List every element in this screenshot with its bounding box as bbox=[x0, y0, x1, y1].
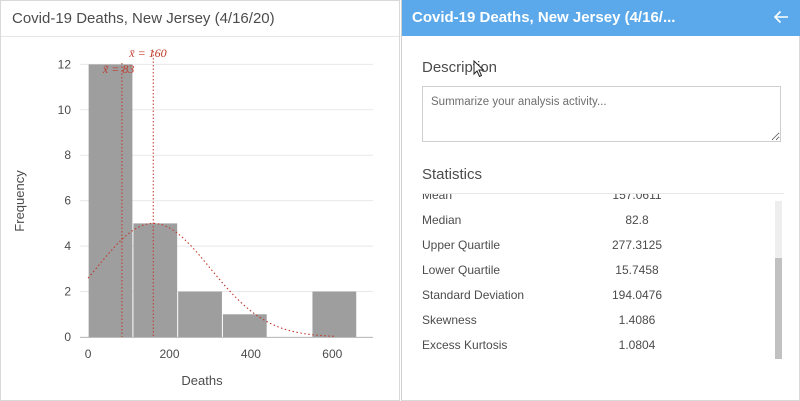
y-tick-label: 0 bbox=[64, 330, 71, 344]
statistic-value: 157.0611 bbox=[612, 194, 662, 202]
statistics-row: Median 82.8 bbox=[422, 207, 767, 232]
statistics-row: Skewness 1.4086 bbox=[422, 307, 767, 332]
y-tick-label: 10 bbox=[58, 103, 72, 117]
histogram-card: Covid-19 Deaths, New Jersey (4/16/20) 0 2… bbox=[0, 0, 400, 401]
statistics-rows: Mean 157.0611 Median 82.8 Upper Quartile 277.… bbox=[422, 194, 767, 357]
statistic-name: Excess Kurtosis bbox=[422, 338, 508, 352]
statistic-name: Lower Quartile bbox=[422, 263, 501, 277]
y-tick-label: 4 bbox=[64, 239, 71, 253]
median-label: x̃ = 83 bbox=[102, 62, 134, 76]
x-tick-label: 200 bbox=[160, 347, 180, 361]
statistic-value: 194.0476 bbox=[611, 288, 663, 302]
normal-distribution-curve bbox=[87, 222, 335, 337]
statistics-divider bbox=[422, 193, 784, 194]
analysis-panel-header: Covid-19 Deaths, New Jersey (4/16/... bbox=[402, 0, 800, 36]
statistic-name: Skewness bbox=[422, 313, 477, 327]
statistics-row: Upper Quartile 277.3125 bbox=[422, 232, 767, 257]
description-input[interactable] bbox=[422, 86, 781, 142]
arrow-left-icon bbox=[773, 10, 788, 24]
y-tick-label: 2 bbox=[64, 285, 71, 299]
statistic-name: Mean bbox=[422, 194, 453, 202]
y-axis-label: Frequency bbox=[12, 170, 27, 232]
statistic-value: 15.7458 bbox=[615, 263, 659, 277]
back-button[interactable] bbox=[770, 6, 792, 28]
histogram-bar bbox=[312, 291, 357, 337]
mouse-pointer-icon bbox=[473, 60, 485, 78]
statistic-name: Standard Deviation bbox=[422, 288, 525, 302]
statistics-label: Statistics bbox=[422, 166, 483, 183]
x-tick-label: 0 bbox=[85, 347, 92, 361]
histogram-bar bbox=[88, 64, 133, 338]
statistics-row: Lower Quartile 15.7458 bbox=[422, 257, 767, 282]
x-axis-label: Deaths bbox=[181, 373, 223, 388]
x-tick-label: 600 bbox=[322, 347, 342, 361]
histogram-bar bbox=[222, 314, 267, 337]
statistic-name: Median bbox=[422, 213, 462, 227]
analysis-panel: Covid-19 Deaths, New Jersey (4/16/... De… bbox=[401, 0, 800, 401]
y-tick-label: 6 bbox=[64, 194, 71, 208]
analysis-panel-title: Covid-19 Deaths, New Jersey (4/16/... bbox=[412, 9, 676, 26]
histogram-chart: 0 2 4 6 8 10 12 0 200 400 600 Deaths Frequency x̃ = 8… bbox=[12, 46, 373, 388]
mean-label: x̄ = 160 bbox=[128, 46, 166, 60]
statistics-row: Excess Kurtosis 1.0804 bbox=[422, 332, 767, 357]
y-tick-label: 12 bbox=[58, 57, 72, 71]
histogram-card-header: Covid-19 Deaths, New Jersey (4/16/20) bbox=[1, 1, 399, 37]
statistic-value: 277.3125 bbox=[611, 238, 663, 252]
statistics-row: Mean 157.0611 bbox=[422, 194, 767, 207]
statistic-value: 1.4086 bbox=[618, 313, 656, 327]
statistics-scrollbar-thumb[interactable] bbox=[775, 258, 782, 359]
statistic-name: Upper Quartile bbox=[422, 238, 501, 252]
histogram-bar bbox=[133, 223, 178, 337]
statistics-list[interactable]: Mean 157.0611 Median 82.8 Upper Quartile 277.… bbox=[422, 194, 767, 360]
x-tick-label: 400 bbox=[241, 347, 261, 361]
statistics-row: Standard Deviation 194.0476 bbox=[422, 282, 767, 307]
description-label: Description bbox=[422, 59, 498, 76]
statistic-value: 82.8 bbox=[625, 213, 649, 227]
statistic-value: 1.0804 bbox=[618, 338, 656, 352]
statistics-scrollbar[interactable] bbox=[775, 201, 782, 359]
histogram-card-title: Covid-19 Deaths, New Jersey (4/16/20) bbox=[12, 10, 275, 27]
histogram-bar bbox=[178, 291, 222, 337]
y-tick-label: 8 bbox=[64, 148, 71, 162]
